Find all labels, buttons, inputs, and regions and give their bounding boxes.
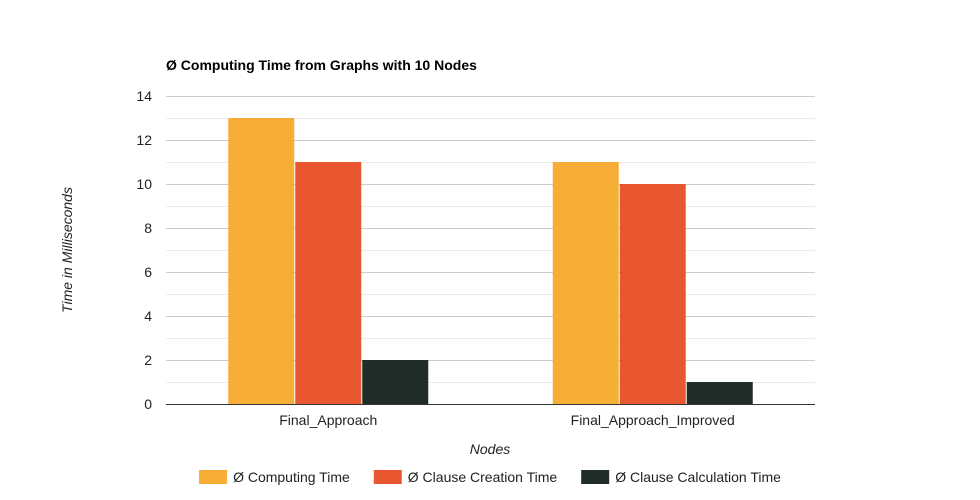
legend-swatch [373,470,402,484]
y-tick-label: 10 [136,176,152,192]
legend-item: Ø Clause Calculation Time [581,469,781,485]
y-axis-title: Time in Milliseconds [59,187,75,313]
bar [362,360,429,404]
y-tick-label: 12 [136,132,152,148]
x-tick-labels: Final_Approach Final_Approach_Improved [279,412,735,428]
y-tick-labels: 0 2 4 6 8 10 12 14 [136,88,152,412]
x-tick-label: Final_Approach [279,412,377,428]
y-tick-label: 0 [144,396,152,412]
x-axis-title: Nodes [470,441,510,457]
legend-label: Ø Clause Calculation Time [615,469,781,485]
y-tick-label: 2 [144,352,152,368]
bar [552,162,619,404]
legend-label: Ø Clause Creation Time [408,469,558,485]
legend-item: Ø Computing Time [199,469,350,485]
legend: Ø Computing Time Ø Clause Creation Time Ø … [199,469,781,485]
bar [295,162,362,404]
bar [228,118,295,404]
bar [686,382,753,404]
bar [619,184,686,404]
y-tick-label: 6 [144,264,152,280]
y-tick-label: 4 [144,308,152,324]
y-tick-label: 14 [136,88,152,104]
bars [228,118,753,404]
legend-label: Ø Computing Time [233,469,350,485]
legend-swatch [199,470,228,484]
legend-swatch [581,470,610,484]
x-tick-label: Final_Approach_Improved [571,412,735,428]
legend-item: Ø Clause Creation Time [373,469,558,485]
chart-title: Ø Computing Time from Graphs with 10 Nod… [166,57,477,73]
y-tick-label: 8 [144,220,152,236]
